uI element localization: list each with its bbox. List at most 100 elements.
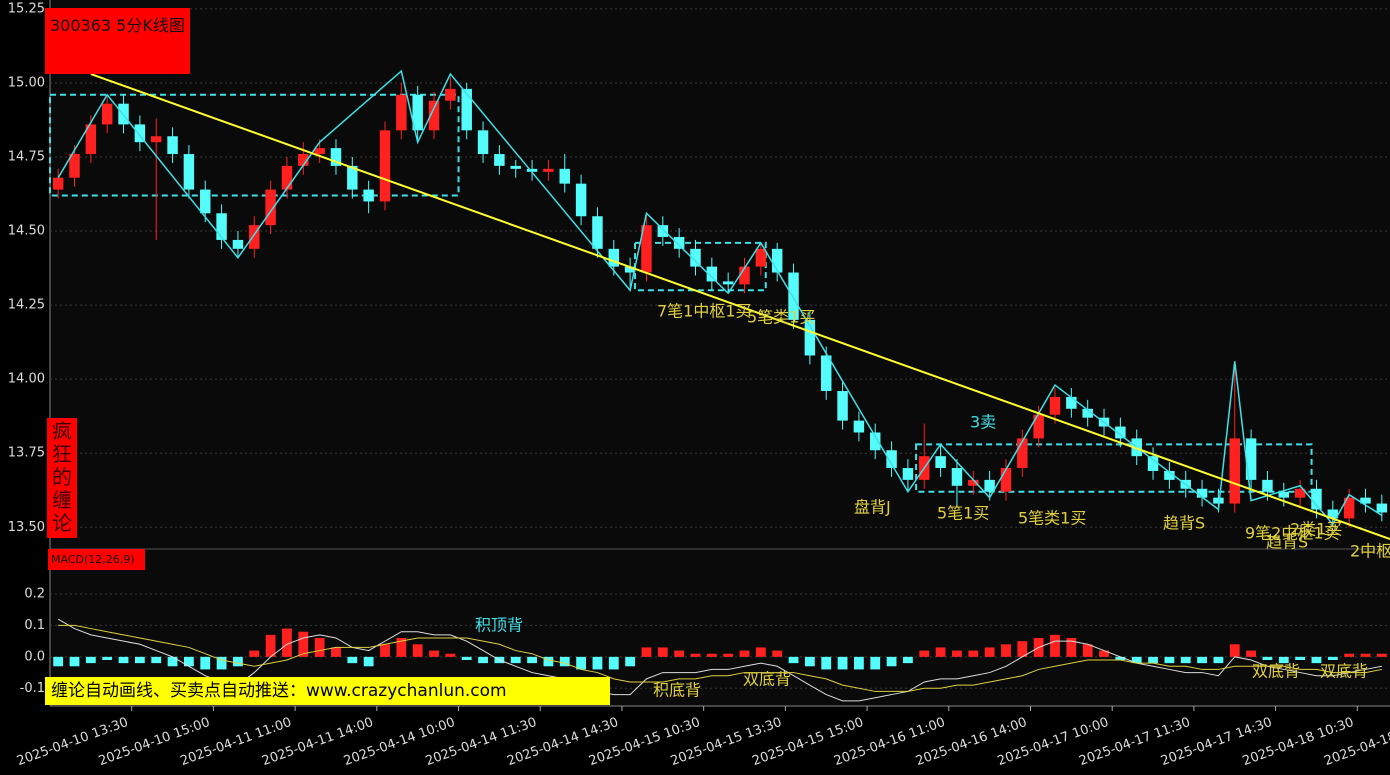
macd-bar [1278,656,1289,664]
candle-body [396,94,407,131]
candle-body [1294,488,1306,498]
annotation: 2中枢 [1350,542,1390,561]
candle-body [592,216,603,249]
macd-bar [1311,656,1322,664]
macd-bar [788,656,799,664]
candle-body [788,272,799,320]
candle-body [902,468,914,480]
macd-bar [1066,638,1077,657]
candle-body [281,165,293,190]
annotation: 双底背 [1320,662,1368,681]
candle-body [771,248,783,273]
macd-bar [706,653,717,657]
candle-body [984,479,995,492]
candle-body [1376,503,1388,513]
candle-body [330,148,342,166]
macd-bar [445,653,456,657]
macd-bar [804,656,815,667]
candle-body [249,225,260,249]
macd-bar [968,650,979,657]
y-tick-label: 15.00 [8,75,45,90]
macd-bar [412,644,423,657]
candle-body [1343,497,1355,519]
macd-bar [363,656,374,667]
macd-bar [641,647,652,657]
macd-bar [1001,644,1011,657]
banner: 缠论自动画线、买卖点自动推送：www.crazychanlun.com [45,677,610,705]
macd-bar [118,656,129,664]
macd-bar [265,634,276,657]
candle-body [167,136,178,155]
macd-bar [461,656,472,660]
plot-area [50,0,1390,706]
candle-body [445,88,456,101]
candle-body [526,168,538,172]
candle-body [1066,396,1077,409]
macd-bar [608,656,619,670]
macd-bar [854,656,864,670]
y-tick-label: 15.25 [8,1,45,16]
macd-bar [625,656,636,667]
macd-bar [1229,644,1240,657]
candle-body [837,391,848,421]
side-title: 疯狂的缠论 [47,418,77,538]
macd-bar [167,656,178,667]
candle-body [1115,426,1126,439]
candle-body [216,213,227,240]
candle-body [232,239,244,249]
candle-body [1311,488,1322,510]
trend-line [90,73,1390,541]
candle-body [314,148,325,155]
macd-bar [723,653,734,657]
candle-body [52,177,64,190]
macd-bar [870,656,881,670]
macd-bar [527,656,537,664]
macd-bar [396,638,407,657]
candle-body [200,189,211,214]
annotation: 双底背 [743,670,791,689]
macd-bar [772,650,783,657]
macd-bar [134,656,145,664]
pivot-box [915,443,1313,493]
candle-body [494,154,505,166]
macd-bar [85,656,96,664]
candle-body [870,432,881,451]
macd-bar [429,650,439,657]
candle-body [347,165,358,190]
dif-line [57,618,1382,702]
macd-bar [282,628,292,657]
macd-bar [690,653,701,657]
macd-bar [886,656,897,667]
candle-body [886,450,897,469]
candle-body [1000,468,1012,492]
y-tick-label: 13.50 [8,520,45,535]
macd-bar [1213,656,1224,664]
macd-bar [674,650,685,657]
candle-body [183,154,195,190]
macd-bar [1295,656,1306,660]
dea-line [58,624,1382,692]
candle-body [101,103,113,125]
candle-body [706,266,718,282]
macd-bar [919,650,930,657]
macd-bar [1262,656,1273,660]
macd-bar [1115,656,1126,660]
macd-bar [935,647,946,657]
candle-body [657,225,669,237]
candle-body [673,236,685,249]
candle-body [968,479,979,486]
macd-bar [755,647,766,657]
macd-bar [1197,656,1207,664]
candle-body [755,248,767,267]
annotation: 2类1买 [1290,520,1342,539]
annotation: 趋背S [1266,533,1308,552]
candle-body [1164,470,1175,480]
candle-body [722,281,734,285]
macd-bar [478,656,488,664]
candle-body [543,168,554,172]
candle-body [1360,497,1371,504]
macd-bar [1082,644,1093,657]
candle-body [739,266,750,285]
candle-body [1278,491,1290,498]
